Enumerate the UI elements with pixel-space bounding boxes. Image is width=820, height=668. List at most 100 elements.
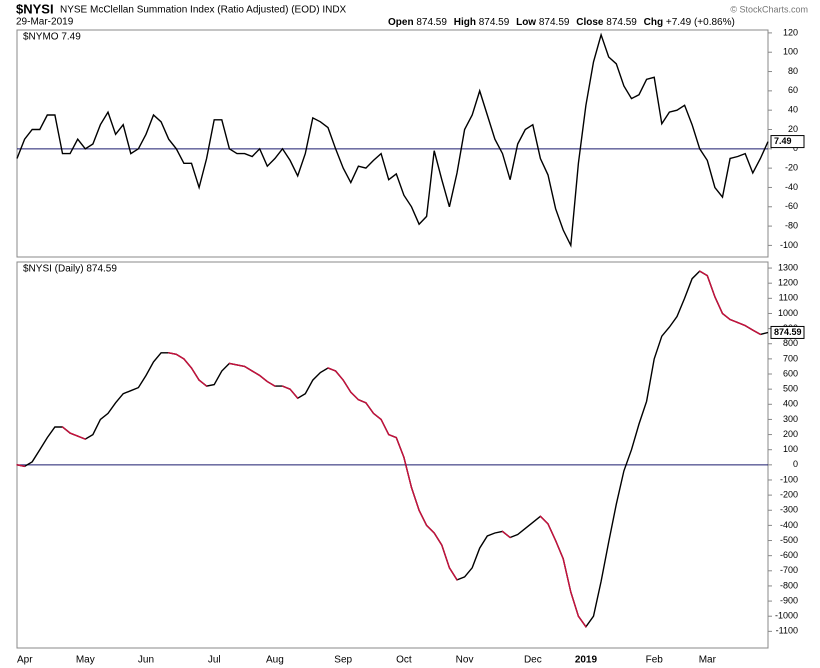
decline-segment bbox=[236, 364, 246, 368]
decline-segment bbox=[228, 362, 238, 366]
credit: © StockCharts.com bbox=[730, 4, 808, 14]
y-tick-label: -40 bbox=[785, 182, 798, 192]
y-tick-label: -20 bbox=[785, 163, 798, 173]
decline-segment bbox=[243, 365, 253, 372]
y-tick-label: -100 bbox=[780, 474, 798, 484]
y-tick-label: 60 bbox=[788, 85, 798, 95]
decline-segment bbox=[76, 435, 86, 440]
x-tick-label: Nov bbox=[456, 655, 474, 666]
decline-segment bbox=[281, 385, 291, 390]
quote-label: Chg bbox=[644, 17, 663, 28]
y-tick-label: -1100 bbox=[776, 626, 798, 636]
decline-segment bbox=[562, 557, 572, 593]
decline-segment bbox=[266, 380, 276, 387]
decline-segment bbox=[736, 321, 746, 327]
y-tick-label: 0 bbox=[793, 143, 798, 153]
quote-value: 874.59 bbox=[539, 17, 570, 28]
x-tick-label: 2019 bbox=[575, 655, 598, 666]
decline-segment bbox=[334, 370, 344, 381]
quote-label: Open bbox=[388, 17, 414, 28]
decline-segment bbox=[183, 358, 193, 369]
y-tick-label: 100 bbox=[783, 444, 798, 454]
y-tick-label: -80 bbox=[785, 220, 798, 230]
decline-segment bbox=[259, 374, 269, 383]
decline-segment bbox=[251, 370, 261, 377]
quote-label: High bbox=[454, 17, 476, 28]
y-tick-label: -100 bbox=[780, 240, 798, 250]
quote: Open 874.59 High 874.59 Low 874.59 Close… bbox=[388, 17, 735, 28]
decline-segment bbox=[418, 509, 428, 527]
decline-segment bbox=[289, 388, 299, 399]
panel-label: $NYMO 7.49 bbox=[23, 32, 81, 43]
y-tick-label: 800 bbox=[783, 338, 798, 348]
series-line bbox=[16, 32, 769, 248]
decline-segment bbox=[714, 296, 724, 315]
x-tick-label: Sep bbox=[334, 655, 352, 666]
decline-segment bbox=[577, 615, 587, 628]
y-tick-label: -700 bbox=[780, 565, 798, 575]
x-tick-label: Feb bbox=[646, 655, 664, 666]
y-tick-label: -500 bbox=[780, 535, 798, 545]
symbol: $NYSI bbox=[16, 1, 54, 16]
x-tick-label: Apr bbox=[17, 655, 33, 666]
panel-frame bbox=[16, 261, 769, 649]
decline-segment bbox=[554, 539, 564, 560]
decline-segment bbox=[380, 418, 390, 436]
y-tick-label: 500 bbox=[783, 384, 798, 394]
x-tick-label: Oct bbox=[396, 655, 412, 666]
decline-segment bbox=[547, 523, 557, 542]
quote-value: 874.59 bbox=[606, 17, 637, 28]
y-tick-label: 1100 bbox=[779, 293, 798, 303]
x-tick-label: Jul bbox=[208, 655, 221, 666]
y-tick-label: 80 bbox=[788, 66, 798, 76]
y-tick-label: -60 bbox=[785, 201, 798, 211]
x-tick-label: Aug bbox=[266, 655, 284, 666]
decline-segment bbox=[721, 312, 731, 321]
panel-frame bbox=[16, 29, 769, 258]
last-value-box bbox=[770, 135, 805, 149]
y-tick-label: -900 bbox=[780, 595, 798, 605]
decline-segment bbox=[744, 324, 754, 331]
decline-segment bbox=[539, 515, 549, 525]
decline-segment bbox=[365, 402, 375, 415]
decline-segment bbox=[410, 486, 420, 511]
quote-value: 874.59 bbox=[479, 17, 510, 28]
decline-segment bbox=[699, 270, 709, 277]
decline-segment bbox=[168, 352, 178, 356]
decline-segment bbox=[706, 274, 716, 298]
y-tick-label: 20 bbox=[788, 124, 798, 134]
y-tick-label: -600 bbox=[780, 550, 798, 560]
last-value-label: 7.49 bbox=[774, 136, 792, 146]
decline-segment bbox=[198, 379, 208, 387]
quote-value: 874.59 bbox=[416, 17, 447, 28]
panel-label: $NYSI (Daily) 874.59 bbox=[23, 264, 117, 275]
y-tick-label: 100 bbox=[783, 47, 798, 57]
y-tick-label: 0 bbox=[793, 459, 798, 469]
decline-segment bbox=[388, 433, 397, 439]
decline-segment bbox=[175, 353, 185, 360]
decline-segment bbox=[372, 412, 382, 421]
y-tick-label: 1300 bbox=[778, 262, 798, 272]
quote-label: Low bbox=[516, 17, 536, 28]
y-tick-label: -200 bbox=[780, 489, 798, 499]
x-tick-label: Mar bbox=[699, 655, 717, 666]
decline-segment bbox=[433, 532, 443, 546]
decline-segment bbox=[752, 329, 762, 336]
decline-segment bbox=[69, 432, 79, 437]
y-tick-label: 1000 bbox=[778, 308, 798, 318]
decline-segment bbox=[403, 456, 413, 489]
quote-value: +7.49 (+0.86%) bbox=[666, 17, 735, 28]
x-tick-label: Jun bbox=[138, 655, 154, 666]
decline-segment bbox=[342, 379, 352, 393]
date: 29-Mar-2019 bbox=[16, 17, 74, 28]
y-tick-label: -1000 bbox=[775, 611, 798, 621]
x-tick-label: May bbox=[76, 655, 95, 666]
decline-segment bbox=[729, 318, 739, 324]
decline-segment bbox=[441, 544, 451, 569]
decline-segment bbox=[425, 524, 435, 534]
y-tick-label: 200 bbox=[783, 429, 798, 439]
decline-segment bbox=[357, 399, 367, 404]
y-tick-label: 600 bbox=[783, 368, 798, 378]
y-tick-label: 120 bbox=[783, 27, 798, 37]
